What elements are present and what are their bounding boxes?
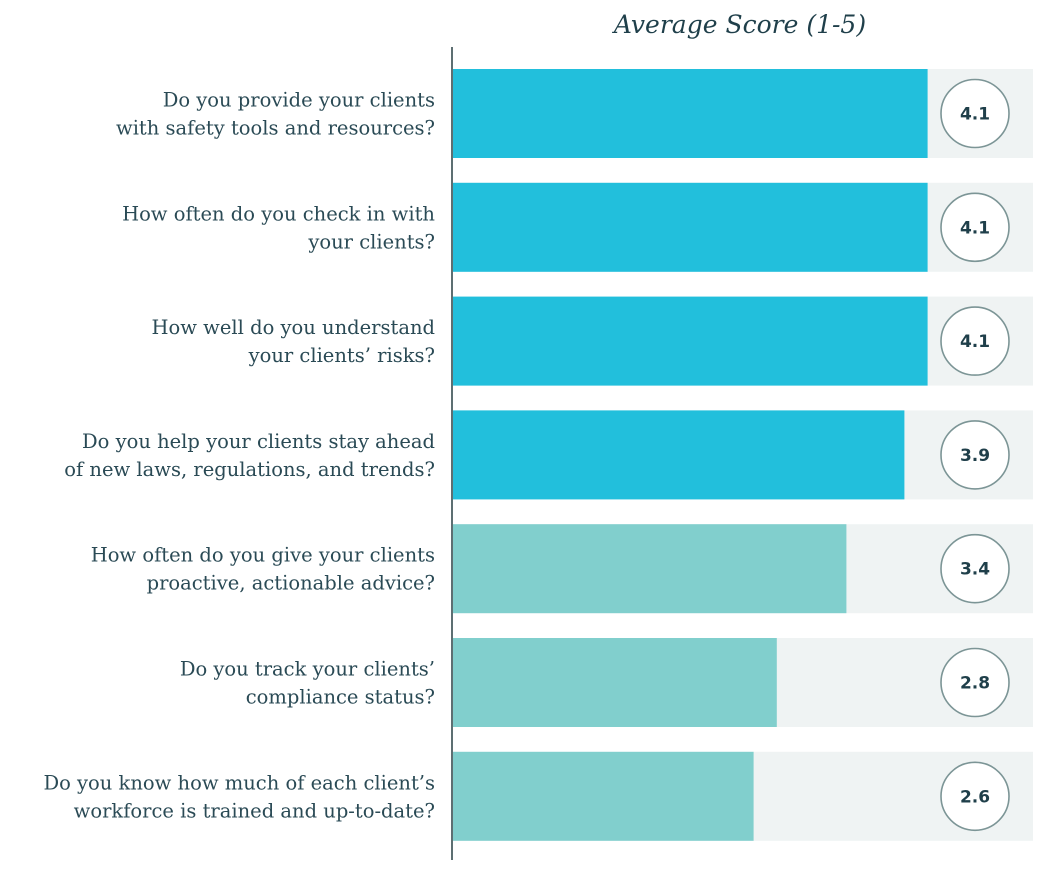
category-label: with safety tools and resources?	[116, 117, 435, 140]
value-badge	[940, 420, 1010, 490]
bar-rows: 4.1 Do you provide your clients with safet…	[43, 69, 1033, 841]
value-badge	[940, 533, 1010, 604]
value-label: 4.1	[960, 105, 990, 125]
bar	[452, 410, 905, 500]
value-badge	[940, 761, 1010, 832]
category-label: Do you provide your clients	[163, 89, 435, 112]
value-label: 3.4	[960, 560, 990, 580]
bar	[452, 638, 777, 727]
bar-row: 3.4 How often do you give your clients pro…	[91, 524, 1033, 614]
category-label: workforce is trained and up-to-date?	[74, 799, 435, 822]
value-badge	[940, 192, 1010, 263]
chart-title: Average Score (1-5)	[612, 10, 866, 39]
bar-row: 2.8 Do you track your clients’ compliance …	[180, 638, 1033, 727]
bar	[452, 69, 928, 158]
value-label: 2.6	[960, 787, 990, 807]
bar	[452, 524, 847, 614]
value-label: 3.9	[960, 446, 990, 466]
category-label: How often do you give your clients	[91, 544, 435, 567]
category-label: of new laws, regulations, and trends?	[64, 458, 435, 481]
category-label: proactive, actionable advice?	[147, 572, 435, 595]
category-label: your clients’ risks?	[248, 344, 435, 367]
bar	[452, 182, 928, 272]
category-label: How well do you understand	[152, 316, 435, 339]
value-label: 4.1	[960, 218, 990, 238]
category-label: Do you help your clients stay ahead	[82, 430, 435, 453]
category-label: Do you know how much of each client’s	[43, 771, 435, 794]
category-label: your clients?	[307, 230, 435, 253]
bar-row: 4.1 Do you provide your clients with safet…	[116, 69, 1033, 158]
bar	[452, 751, 754, 841]
bar-row: 4.1 How well do you understand your client…	[152, 296, 1033, 386]
category-label: compliance status?	[246, 686, 435, 709]
value-label: 4.1	[960, 332, 990, 352]
category-label: Do you track your clients’	[180, 658, 435, 681]
bar-row: 4.1 How often do you check in with your cl…	[122, 182, 1033, 272]
value-badge	[940, 306, 1010, 376]
value-badge	[940, 647, 1010, 718]
bar-row: 3.9 Do you help your clients stay ahead of…	[64, 410, 1033, 500]
category-label: How often do you check in with	[122, 202, 435, 225]
value-label: 2.8	[960, 674, 990, 694]
bar	[452, 296, 928, 386]
bar-row: 2.6 Do you know how much of each client’s…	[43, 751, 1033, 841]
value-badge	[940, 78, 1010, 149]
